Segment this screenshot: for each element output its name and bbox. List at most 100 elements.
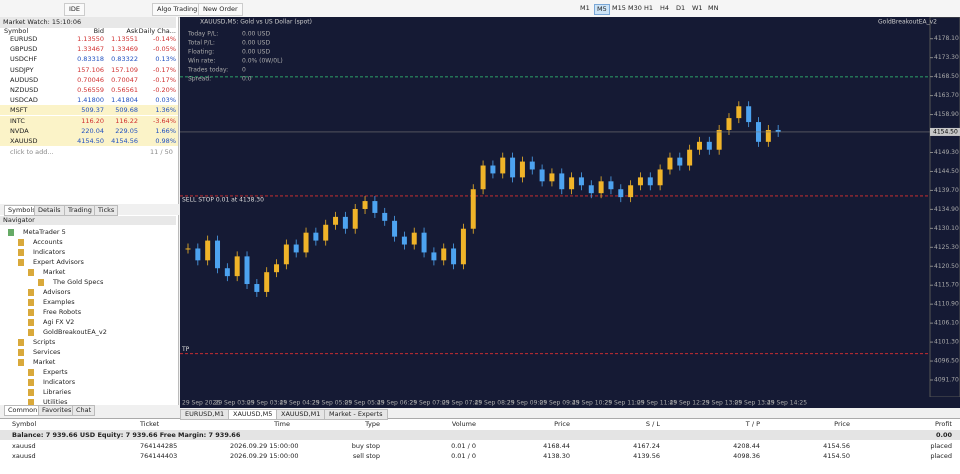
quote: 1.13550 — [77, 35, 104, 43]
y-tick-label: 4120.50 — [934, 263, 959, 270]
candle-body — [215, 240, 221, 269]
candle-body — [293, 244, 299, 253]
quote: -3.64% — [153, 116, 176, 125]
tree-item[interactable]: Libraries — [28, 389, 71, 396]
chart-tab[interactable]: EURUSD,M1 — [180, 409, 230, 420]
tree-item[interactable]: Indicators — [28, 379, 75, 386]
tree-item[interactable]: Accounts — [18, 239, 63, 246]
order-label: SELL STOP 0.01 at 4138.30 — [182, 196, 264, 203]
timeframe-button[interactable]: M15 — [612, 4, 626, 12]
candle-body — [608, 181, 614, 190]
symbol[interactable]: NZDUSD — [10, 86, 39, 94]
toolbar — [0, 0, 960, 18]
candle-body — [657, 169, 663, 186]
panel-tab[interactable]: Common — [4, 405, 42, 416]
row-highlight — [0, 125, 178, 136]
chart-tab[interactable]: XAUUSD,M5 — [228, 409, 278, 420]
timeframe-button[interactable]: H1 — [644, 4, 654, 12]
symbol[interactable]: NVDA — [10, 126, 29, 135]
symbol[interactable]: GBPUSD — [10, 45, 38, 54]
candle-body — [559, 173, 565, 190]
column-header: Price — [834, 420, 850, 428]
symbol[interactable]: AUDUSD — [10, 75, 39, 84]
timeframe-button[interactable]: M30 — [628, 4, 642, 12]
timeframe-button[interactable]: H4 — [660, 4, 670, 12]
stat-value: 0.00 USD — [242, 40, 270, 47]
tree-item[interactable]: The Gold Specs — [38, 279, 103, 286]
row-highlight — [0, 115, 178, 126]
stat-label: Today P/L: — [187, 31, 218, 38]
cell: sell stop — [352, 452, 380, 460]
candle-body — [362, 201, 368, 209]
chart-tab[interactable]: Market - Experts — [324, 409, 388, 420]
tree-item[interactable]: Scripts — [18, 339, 55, 346]
toolbar-button[interactable]: Algo Trading — [152, 3, 203, 16]
candle-body — [195, 248, 201, 261]
tree-item[interactable]: Utilities — [28, 399, 67, 406]
symbol[interactable]: XAUUSD — [10, 137, 38, 145]
tree-item[interactable]: Advisors — [28, 289, 71, 296]
tree-item[interactable]: Examples — [28, 299, 75, 306]
tree-item[interactable]: Free Robots — [28, 309, 81, 316]
candle-body — [736, 106, 742, 119]
panel-title: Market Watch: 15:10:06 — [0, 17, 176, 28]
panel-tab[interactable]: Chat — [72, 405, 96, 416]
timeframe-button[interactable]: D1 — [676, 4, 686, 12]
tree-item[interactable]: Agi FX V2 — [28, 319, 74, 326]
candle-body — [726, 118, 732, 130]
add-hint[interactable]: click to add... — [10, 148, 54, 156]
symbol[interactable]: USDCAD — [10, 96, 38, 105]
y-tick-label: 4168.50 — [934, 73, 959, 80]
y-tick-label: 4110.90 — [934, 301, 959, 308]
tree-item[interactable]: Market — [28, 269, 65, 276]
cell[interactable]: xauusd — [12, 442, 36, 450]
cell: 4208.44 — [733, 442, 760, 450]
candle-body — [618, 189, 624, 198]
timeframe-button[interactable]: M1 — [580, 4, 590, 12]
column-header: Profit — [935, 420, 952, 428]
panel-tab[interactable]: Details — [34, 205, 65, 216]
stat-value: 0.00 USD — [242, 31, 270, 38]
tree-item[interactable]: Services — [18, 349, 60, 356]
symbol[interactable]: EURUSD — [10, 35, 38, 43]
y-tick-label: 4144.50 — [934, 168, 959, 175]
x-tick-label: 29 Sep 11:05 — [605, 400, 645, 407]
quote: 116.20 — [81, 116, 104, 125]
symbol[interactable]: USDJPY — [10, 65, 34, 74]
cell[interactable]: xauusd — [12, 452, 36, 460]
tree-item[interactable]: Market — [18, 359, 55, 366]
timeframe-button[interactable]: W1 — [692, 4, 703, 12]
tree-item[interactable]: Expert Advisors — [18, 259, 84, 266]
quote: 157.109 — [111, 65, 138, 74]
tree-item[interactable]: MetaTrader 5 — [8, 229, 66, 236]
timeframe-button[interactable]: MN — [708, 4, 719, 12]
panel-tab[interactable]: Trading — [64, 205, 96, 216]
candle-body — [244, 256, 250, 285]
y-tick-label: 4149.30 — [934, 149, 959, 156]
quote: 4154.50 — [77, 137, 104, 145]
toolbar-button[interactable]: IDE — [64, 3, 86, 16]
candle-body — [775, 129, 781, 132]
candle-body — [431, 252, 437, 261]
quote: 1.36% — [155, 106, 176, 115]
panel-tab[interactable]: Ticks — [94, 205, 119, 216]
cell: 0.01 / 0 — [451, 442, 476, 450]
chart-tab[interactable]: XAUUSD,M1 — [276, 409, 326, 420]
tree-item[interactable]: GoldBreakoutEA_v2 — [28, 329, 107, 336]
symbol[interactable]: INTC — [10, 116, 25, 125]
toolbar-button[interactable]: New Order — [198, 3, 243, 16]
candle-body — [313, 232, 319, 241]
candle-body — [382, 212, 388, 221]
cell: 2026.09.29 15:00:00 — [230, 442, 299, 450]
panel-tab[interactable]: Favorites — [38, 405, 76, 416]
column-header: Ticket — [140, 420, 160, 428]
timeframe-button[interactable]: M5 — [594, 4, 610, 15]
tree-item[interactable]: Indicators — [18, 249, 65, 256]
tree-item[interactable]: Experts — [28, 369, 68, 376]
x-tick-label: 29 Sep 11:45 — [637, 400, 677, 407]
symbol[interactable]: MSFT — [10, 106, 28, 115]
candle-body — [224, 268, 230, 277]
candle-body — [372, 201, 378, 213]
symbol[interactable]: USDCHF — [10, 55, 38, 64]
